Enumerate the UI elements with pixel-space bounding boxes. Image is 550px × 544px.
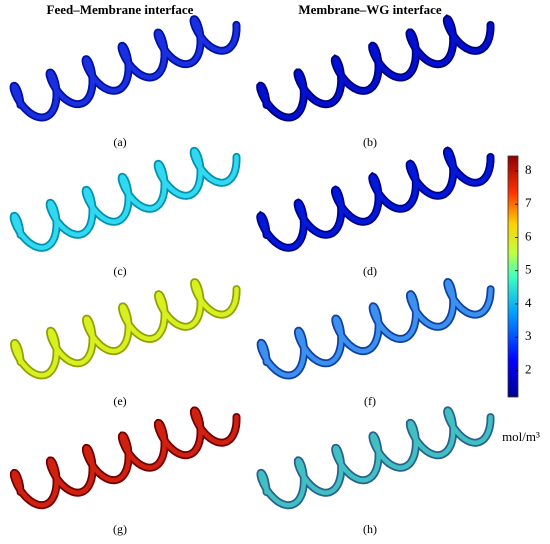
helix-tube: [11, 148, 239, 251]
colorbar-tick-label: 2: [525, 361, 532, 376]
panel-label: (h): [363, 522, 377, 536]
helix-renderings: [9, 14, 495, 510]
helix-outline: [9, 146, 241, 252]
panel-label: (a): [113, 135, 126, 149]
colorbar-tick-label: 4: [525, 295, 532, 310]
panel-label: (g): [113, 522, 127, 536]
helix-tube: [258, 148, 493, 251]
helix-outline: [9, 15, 241, 122]
helix-outline: [256, 146, 495, 252]
helix-tube: [11, 279, 239, 378]
helix-tube: [258, 408, 493, 508]
helix-outline: [9, 406, 241, 510]
helix-outline: [256, 406, 495, 510]
column-header: Feed–Membrane interface: [47, 2, 194, 17]
panel-label: (c): [113, 264, 126, 278]
column-header: Membrane–WG interface: [298, 2, 442, 17]
panel-label: (e): [113, 394, 126, 408]
panel-label: (d): [363, 264, 377, 278]
helix-tube: [11, 408, 239, 508]
helix-tube: [258, 279, 493, 378]
colorbar: [507, 155, 519, 398]
helix-outline: [10, 278, 241, 380]
colorbar-tick-label: 6: [525, 228, 532, 243]
colorbar-unit: mol/m³: [502, 429, 540, 444]
helix-outline: [256, 278, 495, 380]
helix-tube: [257, 16, 493, 120]
helix-outline: [256, 14, 495, 122]
colorbar-tick-label: 5: [525, 262, 532, 277]
colorbar-tick-label: 8: [525, 162, 532, 177]
panel-label: (f): [364, 394, 376, 408]
panel-label: (b): [363, 135, 377, 149]
helix-tube: [11, 16, 239, 120]
colorbar-tick-label: 7: [525, 195, 532, 210]
colorbar-tick-label: 3: [525, 328, 532, 343]
